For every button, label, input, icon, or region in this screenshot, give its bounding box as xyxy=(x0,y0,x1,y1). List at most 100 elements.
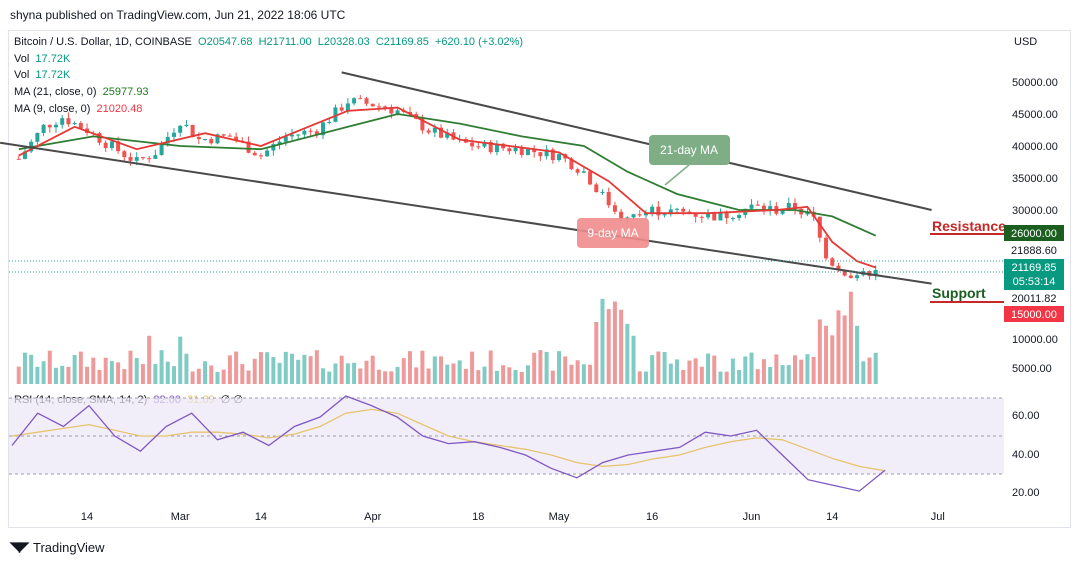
volume-bar xyxy=(730,358,735,384)
volume-bar xyxy=(352,362,357,384)
vol-tick-label: 10000.00 xyxy=(1012,334,1058,346)
ma9-label: MA (9, close, 0) xyxy=(14,103,91,115)
volume-bar xyxy=(737,369,742,384)
candle-body xyxy=(439,127,444,138)
ma9-legend[interactable]: MA (9, close, 0) 21020.48 xyxy=(14,103,142,115)
badge-support-text: 15000.00 xyxy=(1011,309,1057,321)
volume-bar xyxy=(401,358,406,384)
badge-last-price-text: 21169.85 xyxy=(1011,262,1056,274)
badge-resistance-text: 26000.00 xyxy=(1011,228,1057,240)
volume-bar xyxy=(345,363,350,384)
candle-body xyxy=(681,208,686,212)
volume-bar xyxy=(85,366,90,384)
ma21-legend[interactable]: MA (21, close, 0) 25977.93 xyxy=(14,86,149,98)
candle-body xyxy=(116,141,121,152)
candle-body xyxy=(532,148,537,153)
volume-bar xyxy=(54,367,59,384)
candle-body xyxy=(16,158,21,160)
volume-bar xyxy=(358,368,363,384)
badge-level-2-text: 20011.82 xyxy=(1011,293,1056,305)
volume-bar xyxy=(488,350,493,384)
badge-last-price-bg xyxy=(1004,259,1064,290)
currency-label[interactable]: USD xyxy=(1014,36,1038,48)
symbol-name[interactable]: Bitcoin / U.S. Dollar, 1D, COINBASE xyxy=(14,36,192,48)
candle-body xyxy=(352,98,357,104)
candle-body xyxy=(718,212,723,221)
volume-bar xyxy=(376,369,381,384)
tradingview-brand[interactable]: ◥◤ TradingView xyxy=(10,539,105,555)
candle-body xyxy=(172,132,176,137)
volume-bar xyxy=(414,367,419,384)
vol-label: Vol xyxy=(14,53,30,65)
volume-bar xyxy=(445,364,450,384)
volume-bar xyxy=(724,371,729,384)
candle-body xyxy=(606,191,611,206)
volume-bar xyxy=(252,358,257,384)
volume-bar xyxy=(190,371,195,384)
volume-bar xyxy=(619,309,624,384)
volume-bar xyxy=(836,310,841,384)
volume-bar xyxy=(122,369,127,384)
volume-bar xyxy=(675,359,680,384)
candle-body xyxy=(830,258,835,266)
ma21-tag-bg xyxy=(649,135,730,165)
volume-bar xyxy=(544,351,549,384)
y-tick-label: 35000.00 xyxy=(1012,173,1058,185)
candle-body xyxy=(842,270,847,276)
volume-bar xyxy=(718,371,723,384)
badge-resistance-bg xyxy=(1004,225,1064,241)
volume-bar xyxy=(563,356,568,384)
candle-body xyxy=(389,108,394,114)
ma9-value: 21020.48 xyxy=(96,103,143,115)
volume-bar xyxy=(72,354,77,384)
volume-bar xyxy=(600,298,605,384)
candle-body xyxy=(668,209,673,215)
volume-bar xyxy=(227,355,232,384)
candle-body xyxy=(327,121,332,123)
ohlc-high: H21711.00 xyxy=(258,36,312,48)
candle-body xyxy=(836,265,841,271)
volume-bar xyxy=(172,366,176,384)
top-bar: shyna published on TradingView.com, Jun … xyxy=(0,0,1079,30)
y-tick-label: 50000.00 xyxy=(1012,77,1058,89)
candle-body xyxy=(569,158,574,170)
volume-bar xyxy=(569,364,574,384)
volume-bar xyxy=(41,361,46,384)
candle-body xyxy=(519,147,524,155)
volume-bar xyxy=(581,364,586,384)
candle-body xyxy=(221,134,226,136)
volume-bar xyxy=(339,355,344,384)
volume-bar xyxy=(637,371,642,384)
badge-level-1: 21888.60 xyxy=(1004,242,1064,258)
vol-legend-1[interactable]: Vol 17.72K xyxy=(14,53,70,65)
ma21-value: 25977.93 xyxy=(102,86,149,98)
vol-legend-2[interactable]: Vol 17.72K xyxy=(14,69,70,81)
volume-bar xyxy=(780,365,785,384)
x-tick-label: 18 xyxy=(472,511,484,523)
volume-bar xyxy=(215,371,220,384)
badge-support-bg xyxy=(1004,306,1064,322)
candle-body xyxy=(203,139,208,141)
x-tick-label: Jun xyxy=(743,511,761,523)
volume-bar xyxy=(650,355,655,384)
candle-body xyxy=(140,157,145,159)
volume-bar xyxy=(165,361,170,384)
volume-bar xyxy=(103,357,108,384)
volume-bar xyxy=(134,357,139,384)
chart-frame[interactable] xyxy=(8,30,1071,528)
candle-body xyxy=(855,275,860,279)
volume-bar xyxy=(873,352,878,384)
candle-body xyxy=(358,98,363,100)
volume-bar xyxy=(66,366,71,384)
volume-bar xyxy=(333,363,338,384)
candle-body xyxy=(159,143,164,156)
candle-body xyxy=(41,124,46,133)
volume-bar xyxy=(693,358,698,384)
candle-body xyxy=(103,142,108,149)
volume-bar xyxy=(681,369,686,384)
resistance-label: Resistance xyxy=(932,218,1006,234)
volume-bar xyxy=(159,350,164,384)
candle-body xyxy=(780,210,785,214)
candle-body xyxy=(581,171,586,173)
